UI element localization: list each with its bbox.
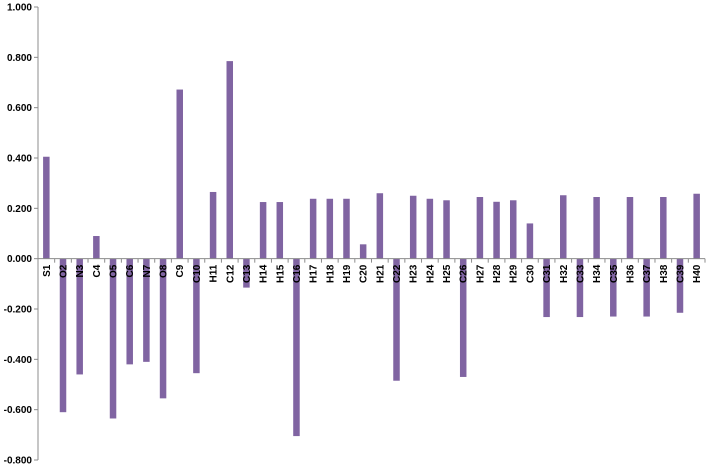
y-tick-label: 0.200 [7,204,32,215]
bar-h36 [626,197,634,259]
y-tick-label: -0.200 [4,305,33,316]
bar-h19 [343,198,350,259]
y-tick-label: 0.800 [7,53,32,64]
x-category-label: N3 [75,264,86,277]
bar-c33 [576,258,584,318]
bar-h21 [376,193,384,259]
bar-c6 [126,258,133,365]
y-tick-label: -0.800 [4,456,33,465]
bar-h24 [426,198,434,259]
y-tick-label: 1.000 [7,3,32,14]
bar-c9 [176,89,183,259]
bar-h23 [409,195,417,259]
bar-c35 [610,258,617,317]
bar-n7 [143,258,150,362]
x-category-label: H32 [559,264,570,283]
bar-h38 [660,197,667,259]
bar-c12 [226,61,234,259]
x-category-label: H38 [659,264,670,283]
bar-o2 [59,258,67,413]
bars [43,61,700,437]
y-tick-label: 0.000 [7,254,32,265]
bar-h14 [259,202,267,259]
bar-h18 [326,198,334,259]
x-category-label: C4 [92,264,103,277]
bar-c13 [243,258,250,288]
y-tick-label: -0.600 [4,405,33,416]
bar-c16 [293,258,300,437]
x-category-label: H28 [492,264,503,283]
bar-c26 [459,258,467,377]
bar-o8 [159,258,167,399]
x-category-label: H19 [342,264,353,283]
bar-c22 [393,258,400,381]
bar-h17 [309,198,317,259]
x-category-label: N7 [142,264,153,277]
x-category-label: O5 [109,264,120,278]
bar-h32 [560,195,567,259]
x-category-label: H11 [209,264,220,282]
x-category-label: H17 [309,264,320,283]
y-tick-label: 0.600 [7,103,32,114]
bar-h29 [509,200,517,259]
x-category-label: C16 [292,264,303,283]
bar-o5 [109,258,117,419]
x-category-label: H36 [625,264,636,283]
bar-c10 [193,258,200,374]
x-category-label: O8 [159,264,170,278]
x-category-label: C35 [609,264,620,283]
x-category-label: H29 [509,264,520,283]
x-category-label: C9 [175,264,186,277]
x-category-label: C22 [392,264,403,283]
bar-h40 [693,193,700,259]
bar-h15 [276,202,284,259]
x-category-label: C6 [125,264,136,277]
x-category-label: H21 [375,264,386,283]
x-category-label: C13 [242,264,253,283]
bar-n3 [76,258,83,375]
x-category-label: H14 [259,264,270,283]
bar-h11 [209,191,217,259]
y-tick-label: 0.400 [7,154,32,165]
bar-h27 [476,197,484,259]
bar-h34 [593,197,600,259]
x-category-label: C20 [359,264,370,283]
bar-c31 [543,258,550,318]
x-category-label: H25 [442,264,453,283]
x-category-label: C10 [192,264,203,283]
bar-c4 [93,236,100,259]
x-axis [37,258,706,263]
x-category-label: H15 [275,264,286,283]
x-category-label: S1 [42,264,53,277]
x-category-label: C30 [525,264,536,283]
x-category-label: C26 [459,264,470,283]
bar-s1 [43,156,50,259]
bar-c37 [643,258,650,317]
x-category-label: C33 [575,264,586,283]
x-category-label: H23 [409,264,420,283]
bar-h25 [443,200,450,259]
x-category-label: C37 [642,264,653,283]
x-category-label: C31 [542,264,553,283]
bar-h28 [493,201,500,259]
bar-c30 [526,223,534,259]
category-labels: S1 O2 N3 C4 O5 C6 N7 O8 C9 C10 H11 C12 C13 H14 H15 C16 H… [42,264,703,283]
y-axis: 1.000 0.800 0.600 0.400 0.200 0.000 -0.200 -0.4… [4,3,39,465]
x-category-label: H24 [425,264,436,283]
x-category-label: C39 [675,264,686,283]
bar-c20 [359,244,367,259]
x-category-label: H40 [692,264,703,283]
x-category-label: C12 [225,264,236,283]
x-category-label: O2 [59,264,70,278]
x-category-label: H27 [475,264,486,283]
bar-c39 [676,258,684,313]
x-category-label: H18 [325,264,336,283]
x-category-label: H34 [592,264,603,283]
y-tick-label: -0.400 [4,355,33,366]
